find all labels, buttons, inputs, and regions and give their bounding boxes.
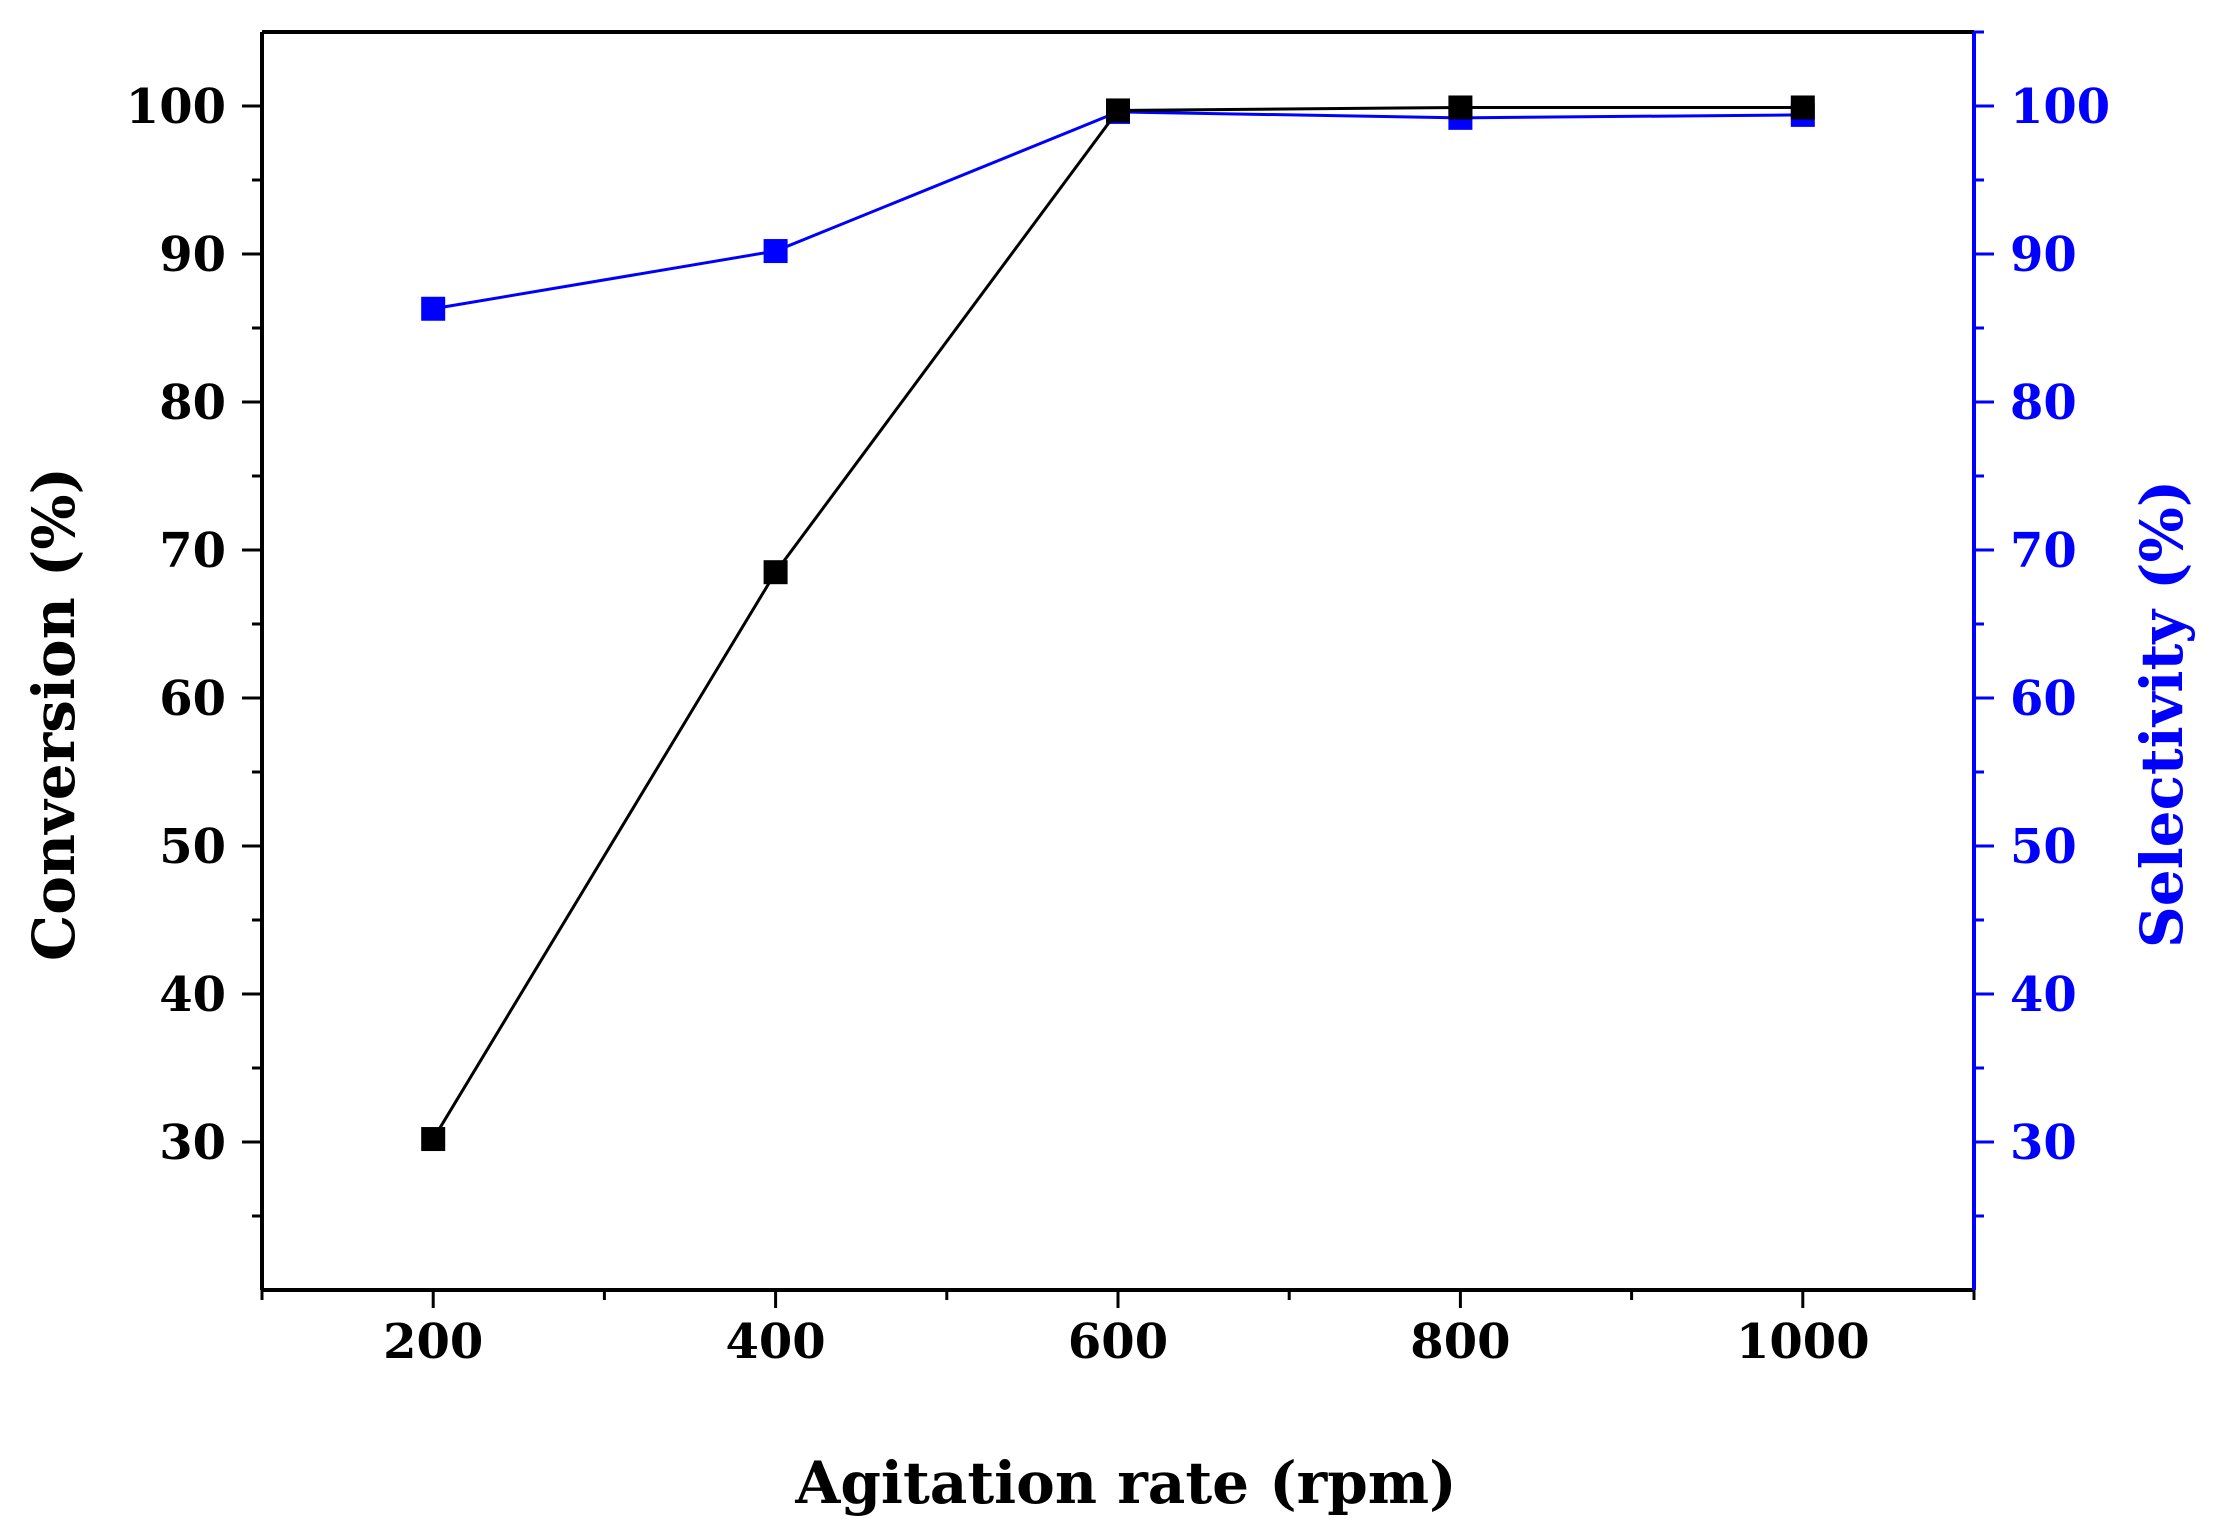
conversion-marker xyxy=(1448,95,1473,120)
y-right-tick-label: 40 xyxy=(2010,967,2077,1023)
selectivity-marker xyxy=(763,239,788,264)
y-axis-left-title: Conversion (%) xyxy=(20,467,88,961)
x-tick-label: 800 xyxy=(1410,1314,1510,1370)
y-left-tick-label: 50 xyxy=(159,819,226,875)
y-axis-right-title: Selectivity (%) xyxy=(2128,480,2196,948)
y-left-tick-label: 80 xyxy=(159,375,226,431)
y-axis-right: 30 40 50 60 70 80 90 100 xyxy=(1974,30,2110,1218)
x-tick-label: 400 xyxy=(725,1314,825,1370)
plot-frame xyxy=(260,30,1976,1292)
x-tick-label: 600 xyxy=(1068,1314,1168,1370)
y-left-tick-label: 100 xyxy=(126,79,226,135)
y-right-tick-label: 50 xyxy=(2010,819,2077,875)
y-right-tick-label: 100 xyxy=(2010,79,2110,135)
selectivity-marker xyxy=(421,296,446,321)
y-right-tick-label: 30 xyxy=(2010,1115,2077,1171)
x-tick-label: 1000 xyxy=(1736,1314,1870,1370)
x-axis-title: Agitation rate (rpm) xyxy=(794,1449,1456,1517)
conversion-marker xyxy=(763,560,788,585)
x-tick-label: 200 xyxy=(383,1314,483,1370)
conversion-marker xyxy=(1790,95,1815,120)
selectivity-line xyxy=(432,110,1803,311)
y-axis-left: 30 40 50 60 70 80 90 100 xyxy=(126,79,262,1218)
y-right-tick-label: 60 xyxy=(2010,671,2077,727)
y-left-tick-label: 90 xyxy=(159,227,226,283)
y-right-tick-label: 90 xyxy=(2010,227,2077,283)
series-layer xyxy=(421,95,1815,1152)
y-right-tick-label: 80 xyxy=(2010,375,2077,431)
y-right-tick-label: 70 xyxy=(2010,523,2077,579)
conversion-line xyxy=(431,105,1803,1140)
conversion-marker xyxy=(421,1127,446,1152)
x-axis: 200 400 600 800 1000 xyxy=(260,1290,1976,1370)
conversion-marker xyxy=(1106,98,1130,123)
y-left-tick-label: 30 xyxy=(159,1115,226,1171)
y-left-tick-label: 60 xyxy=(159,671,226,727)
y-left-tick-label: 40 xyxy=(159,967,226,1023)
y-left-tick-label: 70 xyxy=(159,523,226,579)
